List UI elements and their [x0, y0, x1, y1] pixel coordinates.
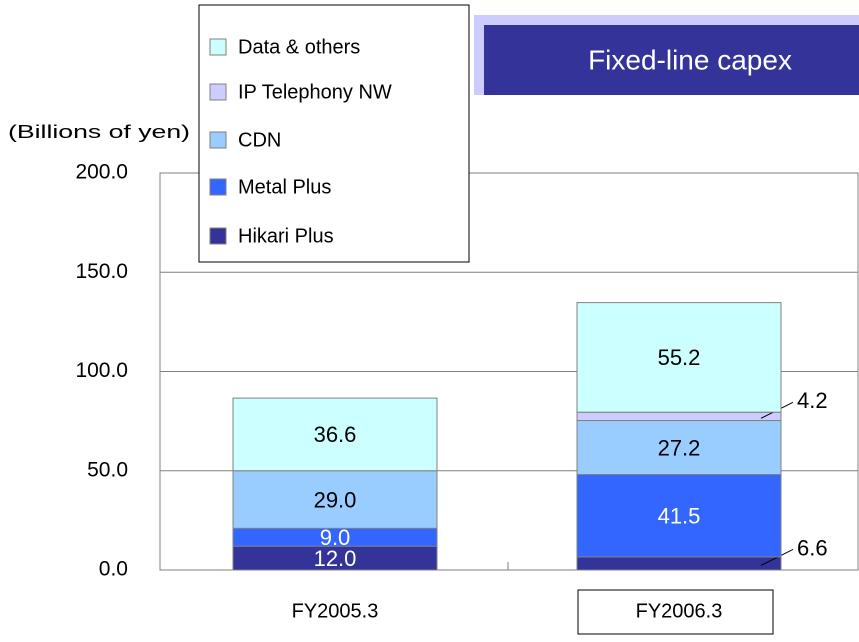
value-label: 9.0	[320, 525, 351, 550]
bar-segment	[576, 474, 782, 558]
legend-label: CDN	[238, 129, 281, 151]
y-axis-label: (Billions of yen)	[8, 122, 190, 142]
y-tick-label: 0.0	[99, 558, 128, 581]
legend-swatch	[209, 227, 227, 245]
value-label: 41.5	[658, 504, 701, 529]
y-tick-label: 50.0	[87, 458, 128, 481]
value-label: 6.6	[797, 535, 828, 560]
x-tick-label: FY2006.3	[636, 600, 723, 622]
y-tick-label: 150.0	[75, 260, 128, 283]
legend-swatch	[209, 178, 227, 196]
value-label: 36.6	[314, 422, 357, 447]
category-box	[577, 589, 774, 635]
bar-segment	[576, 420, 782, 476]
legend-swatch	[209, 131, 227, 149]
legend-swatch	[209, 83, 227, 101]
title-box	[484, 25, 859, 95]
bar-segment	[576, 556, 782, 571]
legend-label: IP Telephony NW	[238, 81, 392, 103]
bar-segment	[232, 397, 438, 472]
bar-segment	[576, 411, 782, 422]
legend-swatch	[209, 38, 227, 56]
value-label: 4.2	[797, 388, 828, 413]
value-label: 12.0	[314, 546, 357, 571]
x-tick-label: FY2005.3	[292, 600, 379, 622]
bar-segment	[576, 302, 782, 413]
legend-label: Hikari Plus	[238, 225, 334, 247]
legend	[198, 4, 470, 263]
y-tick-label: 200.0	[75, 161, 128, 184]
chart-title: Fixed-line capex	[588, 44, 792, 75]
value-label: 55.2	[658, 345, 701, 370]
value-label: 29.0	[314, 487, 357, 512]
legend-label: Data & others	[238, 36, 360, 58]
value-label: 27.2	[658, 435, 701, 460]
leader-line	[760, 549, 794, 566]
y-tick-label: 100.0	[75, 359, 128, 382]
legend-label: Metal Plus	[238, 176, 331, 198]
